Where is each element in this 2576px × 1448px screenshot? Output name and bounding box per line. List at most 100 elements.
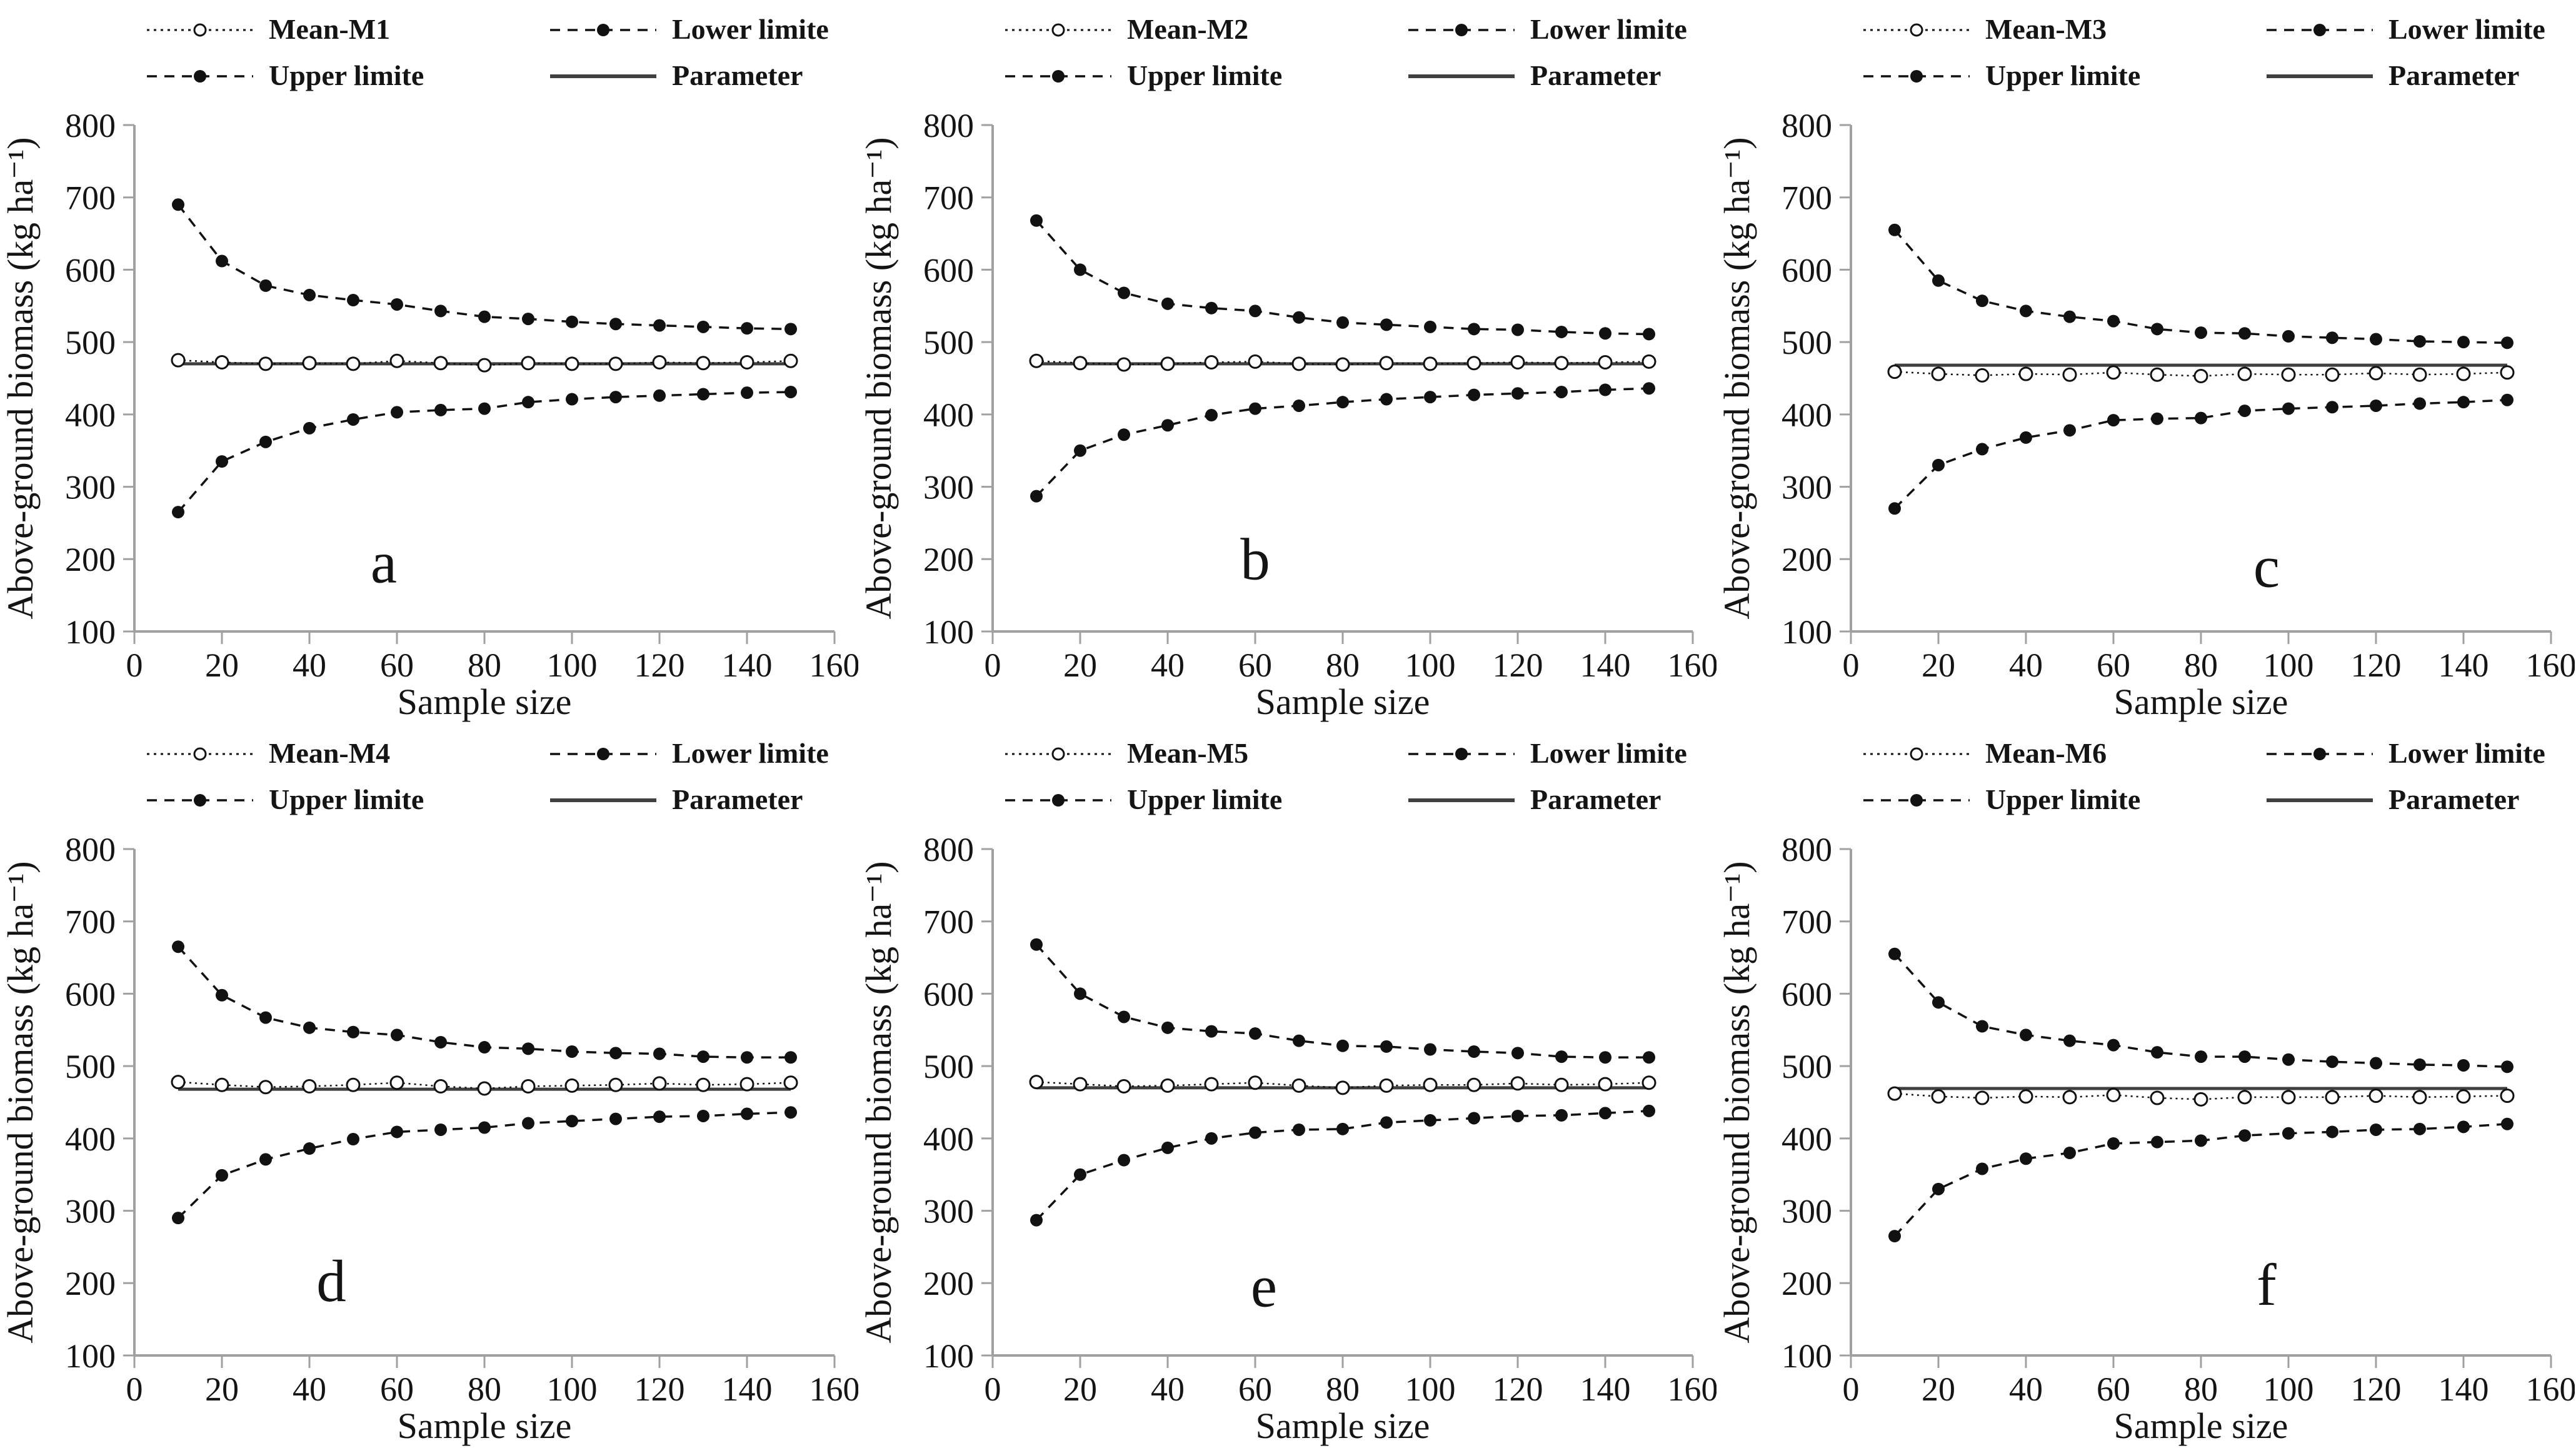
limit-data-point [522, 396, 534, 409]
y-axis-label: Above-ground biomass (kg ha⁻¹) [0, 861, 41, 1343]
limit-data-point [2238, 327, 2251, 340]
limit-data-point [2020, 1152, 2032, 1165]
y-tick-label: 500 [1782, 1048, 1832, 1085]
y-tick-label: 100 [1782, 613, 1832, 651]
mean-data-point [521, 356, 536, 371]
mean-data-point [2500, 365, 2515, 380]
limit-data-point [1118, 1010, 1130, 1023]
limit-data-point [172, 506, 184, 519]
x-tick-label: 100 [2263, 646, 2314, 684]
limit-data-point [2282, 329, 2295, 343]
mean-m3-line [1894, 371, 2508, 377]
mean-m5-line [1036, 1081, 1650, 1089]
x-tick-label: 40 [293, 646, 326, 684]
limit-data-point [1511, 323, 1524, 336]
limit-data-point [1643, 382, 1655, 395]
limit-data-point [653, 389, 666, 402]
y-tick-label: 400 [65, 396, 116, 434]
mean-data-point [1073, 356, 1088, 371]
legend-marker-mean-point-icon [1051, 23, 1065, 37]
limit-data-point [1030, 938, 1043, 951]
upper-limite-line [1893, 953, 2508, 1068]
limit-data-point [1643, 1051, 1655, 1064]
limit-data-point [2370, 1123, 2382, 1136]
legend-marker-limit-point-icon [2313, 748, 2326, 760]
limit-data-point [216, 254, 228, 268]
mean-data-point [696, 356, 711, 371]
mean-data-point [258, 1080, 273, 1095]
limit-data-point [1205, 409, 1218, 422]
legend-item-parameter: Parameter [2267, 783, 2519, 815]
limit-data-point [303, 1142, 316, 1155]
y-tick-label: 100 [923, 613, 974, 651]
x-tick-label: 120 [2351, 1370, 2402, 1408]
axes: 100 200 300 400 500 600 700 800 0 20 40 60 80 100 120 1… [858, 107, 1716, 722]
x-axis-label: Sample size [2114, 1405, 2288, 1446]
mean-data-point [2106, 1087, 2121, 1102]
y-tick-label: 500 [923, 1048, 974, 1085]
x-tick-label: 20 [1063, 646, 1097, 684]
series-lower-limite [1030, 1104, 1655, 1227]
mean-data-point [302, 356, 317, 371]
limit-data-point [347, 294, 359, 307]
limit-data-point [697, 1109, 709, 1122]
limit-data-point [2457, 336, 2470, 349]
legend-label: Mean-M2 [1127, 13, 1248, 45]
limit-data-point [1599, 383, 1611, 396]
limit-data-point [2195, 1134, 2207, 1147]
limit-data-point [216, 1169, 228, 1182]
y-tick-label: 700 [923, 903, 974, 941]
y-tick-label: 800 [65, 831, 116, 868]
mean-data-point [1598, 355, 1613, 370]
limit-data-point [566, 1115, 578, 1128]
y-axis-label: Above-ground biomass (kg ha⁻¹) [0, 137, 41, 619]
x-tick-label: 0 [985, 1370, 1001, 1408]
y-tick-label: 600 [65, 251, 116, 289]
legend: Mean-M4 Lower limite Upper limite Parameter [147, 737, 829, 815]
mean-data-point [1291, 356, 1306, 371]
legend-marker-limit-point-icon [1910, 794, 1923, 807]
limit-data-point [1555, 385, 1568, 398]
x-tick-label: 80 [468, 1370, 501, 1408]
limit-data-point [2457, 396, 2470, 409]
mean-data-point [2412, 1090, 2427, 1105]
limit-data-point [1293, 311, 1305, 324]
mean-data-point [564, 1078, 579, 1093]
x-tick-label: 0 [1843, 646, 1860, 684]
mean-data-point [389, 353, 404, 368]
legend-label: Parameter [1530, 59, 1661, 91]
limit-data-point [1336, 316, 1349, 329]
legend-item-upper-limite: Upper limite [1005, 783, 1282, 815]
legend-marker-limit-point-icon [1052, 794, 1065, 807]
legend-item-parameter: Parameter [2267, 59, 2519, 91]
legend-item-lower-limite: Lower limite [1408, 737, 1687, 769]
series-upper-limite [1888, 947, 2513, 1073]
y-tick-label: 200 [923, 1265, 974, 1302]
limit-data-point [1555, 1109, 1568, 1122]
x-tick-label: 140 [1580, 646, 1631, 684]
mean-data-point [2368, 1089, 2383, 1104]
legend-item-lower-limite: Lower limite [1408, 13, 1687, 45]
legend-label: Lower limite [2388, 13, 2545, 45]
x-tick-label: 100 [1405, 1370, 1456, 1408]
mean-m4-line [178, 1081, 791, 1090]
y-tick-label: 300 [1782, 1192, 1832, 1230]
legend-label: Parameter [1530, 783, 1661, 815]
y-tick-label: 500 [65, 1048, 116, 1085]
y-tick-label: 600 [65, 975, 116, 1013]
x-tick-label: 100 [547, 1370, 598, 1408]
limit-data-point [1161, 297, 1174, 310]
limit-data-point [1468, 323, 1480, 336]
legend-marker-limit-point-icon [597, 24, 609, 36]
mean-data-point [2281, 367, 2296, 382]
y-tick-label: 500 [65, 324, 116, 361]
limit-data-point [1468, 388, 1480, 401]
limit-data-point [1424, 1043, 1436, 1056]
legend-label: Lower limite [1530, 737, 1687, 769]
series-upper-limite [172, 940, 797, 1064]
limit-data-point [566, 1045, 578, 1058]
mean-data-point [346, 356, 361, 371]
mean-data-point [2237, 1090, 2252, 1105]
x-tick-label: 40 [1151, 1370, 1185, 1408]
mean-data-point [1160, 356, 1175, 371]
